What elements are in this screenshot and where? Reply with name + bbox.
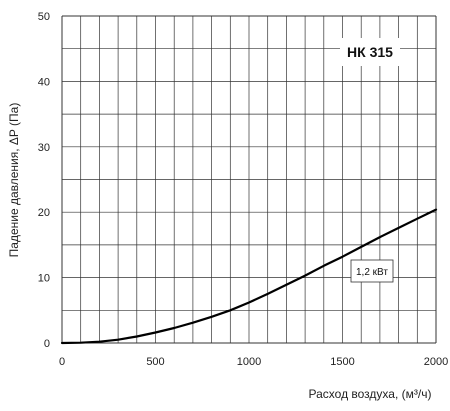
y-tick-label: 20	[38, 207, 50, 219]
y-tick-label: 0	[44, 338, 50, 350]
y-tick-label: 40	[38, 76, 50, 88]
y-axis-ticks: 0 10 20 30 40 50	[38, 11, 50, 350]
model-label-text: НК 315	[347, 44, 393, 60]
model-label-box	[340, 38, 400, 66]
chart-grid	[61, 15, 437, 344]
x-tick-label: 1000	[237, 356, 261, 368]
y-tick-label: 50	[38, 11, 50, 23]
power-label-box	[350, 259, 394, 283]
x-axis-ticks: 0 500 1000 1500 2000	[59, 356, 448, 368]
x-tick-label: 1500	[330, 356, 354, 368]
y-tick-label: 10	[38, 273, 50, 285]
x-tick-label: 2000	[424, 356, 448, 368]
x-axis-title: Расход воздуха, (м³/ч)	[309, 387, 432, 401]
y-tick-label: 30	[38, 142, 50, 154]
y-axis-title: Падение давления, ΔP (Па)	[7, 103, 21, 258]
x-tick-label: 500	[146, 356, 164, 368]
chart-series	[60, 208, 438, 345]
power-label-text: 1,2 кВт	[356, 267, 388, 278]
power-label: 1,2 кВт	[350, 259, 394, 283]
x-tick-label: 0	[59, 356, 65, 368]
series-line	[60, 208, 438, 345]
model-label: НК 315	[340, 38, 400, 66]
